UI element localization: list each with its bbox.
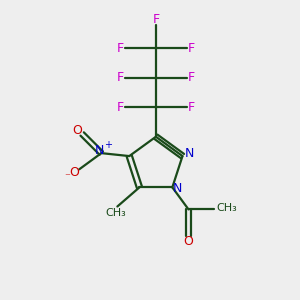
Text: N: N [95, 144, 104, 157]
Text: ⁻: ⁻ [64, 172, 70, 183]
Text: CH₃: CH₃ [216, 203, 237, 213]
Text: F: F [117, 101, 124, 114]
Text: N: N [173, 182, 182, 195]
Text: CH₃: CH₃ [106, 208, 126, 218]
Text: O: O [184, 235, 194, 248]
Text: F: F [188, 101, 195, 114]
Text: O: O [69, 166, 79, 179]
Text: F: F [188, 71, 195, 84]
Text: F: F [152, 13, 160, 26]
Text: F: F [117, 42, 124, 55]
Text: +: + [104, 140, 112, 150]
Text: F: F [188, 42, 195, 55]
Text: F: F [117, 71, 124, 84]
Text: N: N [184, 147, 194, 160]
Text: O: O [72, 124, 82, 137]
